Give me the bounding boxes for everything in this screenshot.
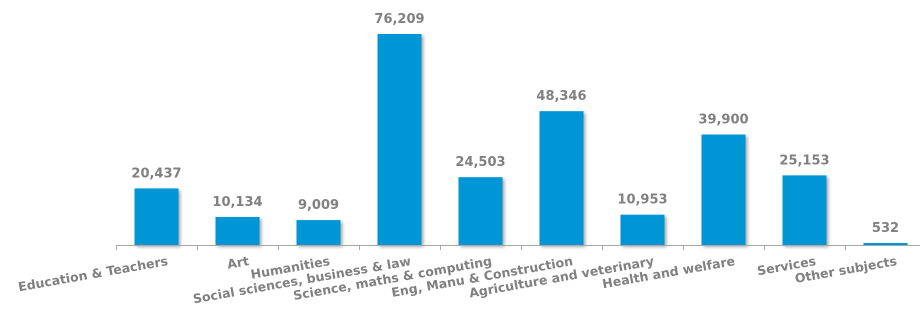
bar-agriculture-and-veterinary — [620, 214, 665, 245]
bar-art — [215, 216, 260, 245]
bar-education-teachers — [134, 188, 179, 245]
bar-social-sciences-business-law — [377, 34, 422, 245]
data-label-other-subjects: 532 — [872, 221, 899, 236]
bar-series — [134, 34, 908, 245]
data-label-social-sciences-business-law: 76,209 — [374, 12, 424, 27]
bar-humanities — [296, 220, 341, 245]
data-label-agriculture-and-veterinary: 10,953 — [617, 193, 667, 208]
tick-label-education-teachers: Education & Teachers — [17, 253, 169, 294]
bar-other-subjects — [863, 243, 908, 245]
data-label-art: 10,134 — [212, 195, 262, 210]
bar-eng-manu-construction — [539, 111, 584, 245]
data-labels: 20,437 10,134 9,009 76,209 24,503 48,346 10,95… — [131, 12, 899, 236]
tick-label-art: Art — [226, 253, 250, 272]
data-label-services: 25,153 — [779, 153, 829, 168]
data-label-humanities: 9,009 — [298, 198, 339, 213]
data-label-eng-manu-construction: 48,346 — [536, 89, 586, 104]
data-label-science-maths-computing: 24,503 — [455, 155, 505, 170]
bar-services — [782, 175, 827, 245]
data-label-education-teachers: 20,437 — [131, 166, 181, 181]
bar-health-and-welfare — [701, 134, 746, 245]
data-label-health-and-welfare: 39,900 — [698, 113, 748, 128]
bar-science-maths-computing — [458, 177, 503, 245]
x-axis-ticks — [116, 245, 846, 250]
x-axis-tick-labels: Education & Teachers Art HumanitiesSocial … — [17, 253, 898, 306]
